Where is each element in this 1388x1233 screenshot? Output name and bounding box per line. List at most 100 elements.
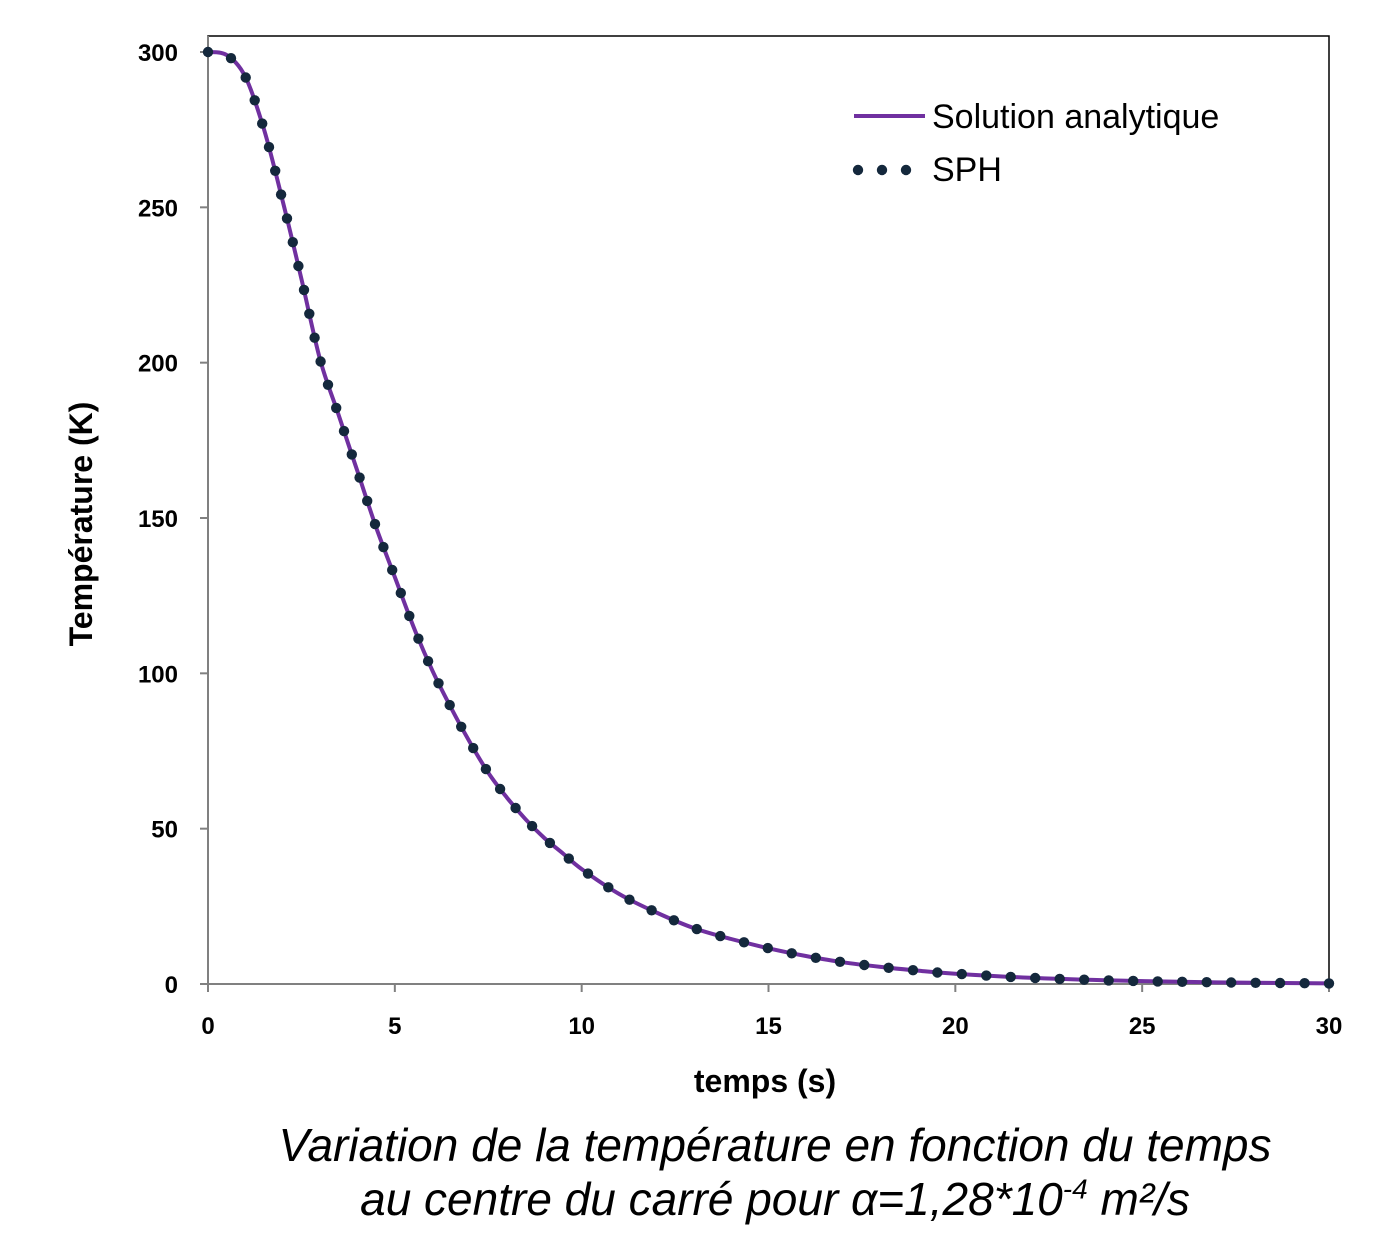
- sph-point: [315, 356, 326, 367]
- sph-point: [369, 518, 381, 530]
- sph-point: [1226, 977, 1237, 988]
- sph-point: [331, 402, 342, 414]
- sph-point: [1103, 975, 1114, 986]
- sph-point: [883, 962, 894, 973]
- legend-label-analytic: Solution analytique: [932, 98, 1219, 136]
- sph-point: [404, 610, 415, 622]
- sph-point: [413, 633, 424, 644]
- x-axis-title: temps (s): [694, 1063, 836, 1099]
- x-tick-label: 5: [388, 1013, 401, 1040]
- sph-point: [275, 189, 287, 200]
- x-tick-label: 20: [942, 1013, 969, 1040]
- sph-point: [1274, 977, 1286, 989]
- sph-point: [738, 937, 750, 948]
- series-points-sph: [202, 46, 1335, 989]
- caption-unit: m²/s: [1087, 1173, 1190, 1225]
- sph-point: [510, 802, 521, 814]
- sph-point: [691, 923, 702, 935]
- sph-point: [257, 118, 268, 129]
- sph-point: [1030, 972, 1041, 984]
- sph-point: [526, 820, 538, 832]
- sph-point: [582, 868, 594, 879]
- plot-area-frame: [207, 35, 1330, 985]
- sph-point: [1201, 977, 1212, 988]
- sph-point: [395, 587, 406, 599]
- sph-point: [293, 260, 304, 272]
- sph-point: [786, 948, 797, 959]
- y-axis-title: Température (K): [63, 402, 99, 647]
- sph-point: [338, 425, 350, 437]
- sph-point: [956, 968, 967, 980]
- sph-point: [544, 837, 556, 849]
- sph-point: [624, 894, 635, 905]
- y-tick-label: 250: [138, 195, 178, 222]
- legend: Solution analytique SPH: [852, 98, 1219, 189]
- sph-point: [1005, 971, 1016, 983]
- legend-dot: [900, 164, 912, 176]
- caption-line-2: au centre du carré pour α=1,28*10-4 m²/s: [200, 1172, 1350, 1226]
- sph-point: [1054, 973, 1065, 985]
- sph-point: [1250, 977, 1261, 988]
- legend-dot: [852, 164, 864, 176]
- sph-point: [249, 95, 260, 106]
- y-tick-label: 200: [138, 351, 178, 378]
- sph-point: [240, 72, 251, 83]
- sph-point: [981, 970, 992, 981]
- sph-point: [810, 952, 821, 963]
- sph-point: [387, 564, 398, 576]
- sph-point: [263, 141, 275, 153]
- sph-point: [468, 742, 479, 754]
- y-tick-label: 150: [138, 506, 178, 533]
- series-line-solution-analytique: [207, 50, 1330, 986]
- sph-point: [422, 656, 434, 667]
- sph-point: [1177, 976, 1188, 987]
- sph-point: [1323, 978, 1335, 989]
- caption-exponent: -4: [1062, 1173, 1088, 1205]
- sph-point: [346, 449, 357, 460]
- y-tick-label: 300: [138, 40, 178, 67]
- sph-point: [480, 763, 492, 775]
- sph-point: [281, 213, 293, 224]
- sph-point: [1079, 974, 1090, 985]
- sph-point: [494, 783, 506, 795]
- y-tick-label: 0: [165, 972, 178, 999]
- sph-point: [715, 930, 726, 942]
- sph-point: [378, 541, 389, 553]
- sph-point: [444, 699, 455, 711]
- sph-point: [834, 956, 846, 967]
- sph-point: [270, 165, 281, 176]
- x-tick-label: 10: [568, 1013, 595, 1040]
- legend-label-sph: SPH: [932, 151, 1002, 189]
- x-tick-label: 15: [755, 1013, 782, 1040]
- legend-dot: [876, 164, 888, 176]
- sph-point: [304, 308, 315, 319]
- caption-line-2-text: au centre du carré pour α=1,28*10: [360, 1173, 1063, 1225]
- sph-point: [1128, 975, 1139, 987]
- sph-point: [907, 965, 919, 976]
- x-tick-label: 0: [201, 1013, 214, 1040]
- caption-line-1: Variation de la température en fonction …: [278, 1119, 1272, 1171]
- x-tick-label: 25: [1129, 1013, 1156, 1040]
- sph-point: [668, 915, 680, 926]
- x-tick-label: 30: [1316, 1013, 1343, 1040]
- sph-point: [932, 967, 943, 978]
- sph-point: [354, 472, 365, 483]
- sph-point: [1299, 978, 1310, 989]
- sph-point: [298, 284, 310, 296]
- y-tick-label: 100: [138, 661, 178, 688]
- figure-caption: Variation de la température en fonction …: [200, 1118, 1350, 1226]
- sph-point: [287, 237, 298, 248]
- sph-point: [603, 882, 614, 893]
- sph-point: [563, 853, 574, 864]
- x-ticks: 0 5 10 15 20 25 30: [201, 984, 1342, 1040]
- sph-point: [309, 332, 320, 343]
- sph-point: [362, 495, 373, 507]
- sph-point: [456, 721, 467, 732]
- sph-point: [762, 942, 773, 954]
- sph-point: [225, 53, 237, 64]
- sph-point: [322, 379, 334, 390]
- sph-point: [646, 905, 657, 916]
- sph-point: [202, 46, 214, 58]
- sph-point: [433, 678, 444, 689]
- y-tick-label: 50: [151, 817, 178, 844]
